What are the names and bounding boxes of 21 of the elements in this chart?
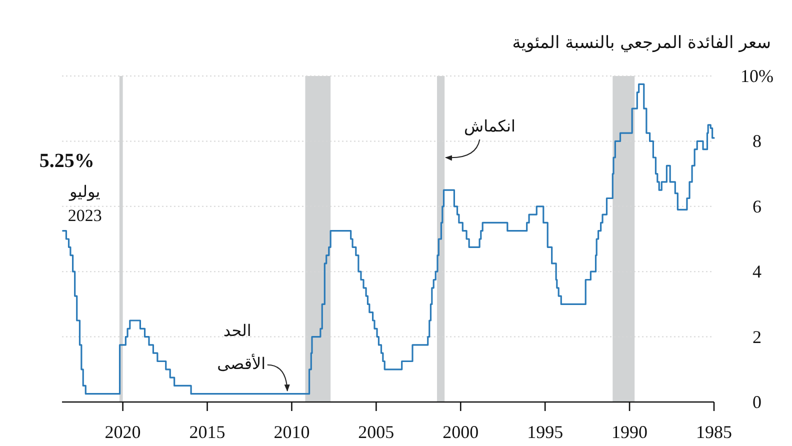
- x-tick-label: 2005: [358, 422, 394, 442]
- annotation: يوليو: [68, 182, 100, 201]
- x-tick-label: 2000: [442, 422, 479, 442]
- annotation: الأقصى: [217, 352, 266, 373]
- x-tick-label: 1990: [612, 422, 648, 442]
- annotation: 2023: [68, 206, 102, 225]
- y-tick-label: 6: [752, 196, 762, 216]
- x-tick-label: 2010: [274, 422, 310, 442]
- annotation: الحد: [223, 320, 252, 340]
- annotation: 5.25%: [39, 150, 94, 172]
- y-tick-label: 8: [752, 131, 762, 152]
- y-tick-label: 10%: [740, 66, 774, 86]
- chart-subtitle: سعر الفائدة المرجعي بالنسبة المئوية: [512, 33, 771, 53]
- y-tick-label: 0: [752, 392, 762, 412]
- y-tick-label: 4: [752, 262, 762, 282]
- x-tick-label: 2015: [189, 422, 226, 442]
- x-tick-label: 2020: [104, 422, 141, 442]
- x-tick-label: 1995: [527, 422, 564, 442]
- y-tick-label: 2: [752, 326, 762, 347]
- annotation: انكماش: [464, 116, 516, 136]
- x-tick-label: 1985: [696, 422, 732, 442]
